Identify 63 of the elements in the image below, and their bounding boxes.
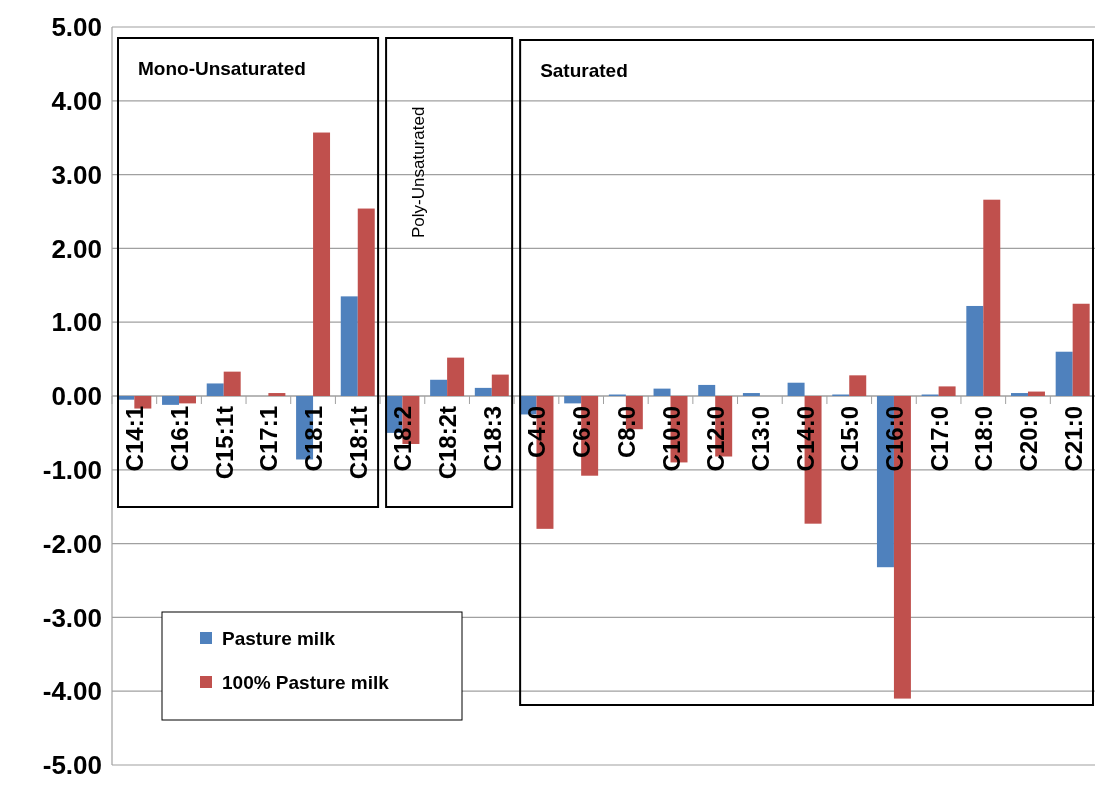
x-tick-label: C16:1 bbox=[166, 406, 194, 472]
bar bbox=[179, 396, 196, 404]
bar bbox=[983, 199, 1001, 396]
y-tick-label: -3.00 bbox=[42, 602, 102, 633]
x-tick-label: C18:0 bbox=[970, 406, 998, 472]
y-tick-label: 1.00 bbox=[51, 307, 102, 338]
bar bbox=[787, 382, 805, 396]
bar bbox=[162, 396, 180, 405]
y-tick-label: -2.00 bbox=[42, 528, 102, 559]
y-tick-label: 2.00 bbox=[51, 233, 102, 264]
x-tick-label: C15:0 bbox=[836, 406, 864, 472]
x-tick-label: C6:0 bbox=[568, 406, 596, 459]
bar bbox=[268, 393, 286, 396]
bar bbox=[938, 386, 956, 396]
x-tick-label: C16:0 bbox=[880, 406, 908, 472]
x-tick-label: C18:2t bbox=[434, 405, 462, 480]
y-tick-label: -1.00 bbox=[42, 454, 102, 485]
x-tick-label: C13:0 bbox=[746, 406, 774, 472]
bar bbox=[430, 379, 448, 396]
bar bbox=[698, 384, 716, 396]
x-tick-label: C4:0 bbox=[523, 406, 551, 459]
x-tick-label: C18:1t bbox=[344, 405, 372, 480]
bar bbox=[966, 305, 984, 396]
bar bbox=[653, 388, 671, 396]
bar bbox=[1055, 351, 1073, 396]
bar bbox=[313, 132, 331, 396]
bar bbox=[1072, 303, 1090, 396]
y-tick-label: -4.00 bbox=[42, 676, 102, 707]
bar bbox=[223, 371, 241, 396]
y-tick-label: -5.00 bbox=[42, 750, 102, 781]
bar bbox=[357, 208, 375, 396]
bar bbox=[491, 374, 509, 396]
bar bbox=[447, 357, 465, 396]
x-tick-label: C18:2 bbox=[389, 406, 417, 472]
bar bbox=[340, 296, 358, 396]
annotation: Saturated bbox=[540, 60, 628, 81]
y-tick-label: 5.00 bbox=[51, 12, 102, 43]
bar bbox=[474, 387, 492, 396]
legend-label: 100% Pasture milk bbox=[222, 671, 390, 693]
bar bbox=[849, 375, 867, 396]
y-tick-label: 0.00 bbox=[51, 381, 102, 412]
x-tick-label: C18:1 bbox=[300, 406, 328, 472]
x-tick-label: C15:1t bbox=[210, 405, 238, 480]
x-tick-label: C17:0 bbox=[925, 406, 953, 472]
y-tick-label: 4.00 bbox=[51, 85, 102, 116]
bar bbox=[1027, 391, 1045, 396]
bar bbox=[564, 396, 582, 404]
annotation: Poly-Unsaturated bbox=[409, 106, 429, 238]
x-tick-label: C21:0 bbox=[1059, 406, 1087, 472]
x-tick-label: C12:0 bbox=[702, 406, 730, 472]
bar bbox=[742, 393, 760, 396]
x-tick-label: C18:3 bbox=[478, 406, 506, 472]
annotation: Mono-Unsaturated bbox=[138, 58, 306, 79]
bar bbox=[206, 383, 224, 396]
x-tick-label: C10:0 bbox=[657, 406, 685, 472]
x-tick-label: C14:1 bbox=[121, 406, 149, 472]
y-tick-label: 3.00 bbox=[51, 159, 102, 190]
x-tick-label: C8:0 bbox=[612, 406, 640, 459]
legend-label: Pasture milk bbox=[222, 627, 336, 649]
x-tick-label: C20:0 bbox=[1014, 406, 1042, 472]
x-tick-label: C14:0 bbox=[791, 406, 819, 472]
x-tick-label: C17:1 bbox=[255, 406, 283, 472]
bar bbox=[1011, 393, 1028, 396]
